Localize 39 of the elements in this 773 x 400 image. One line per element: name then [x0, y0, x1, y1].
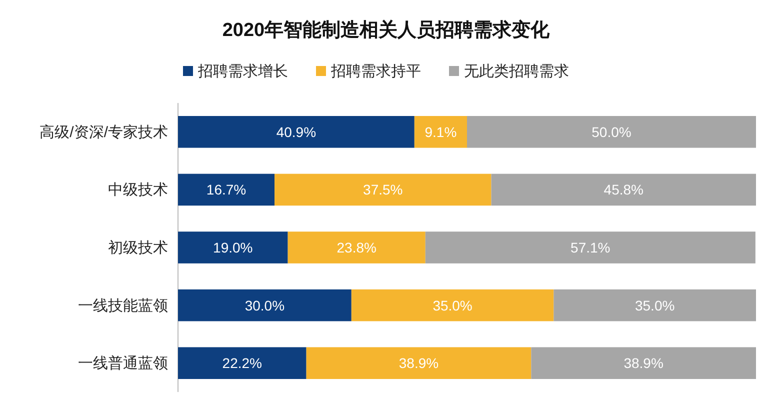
bar [425, 232, 756, 264]
bar [288, 232, 426, 264]
bar [178, 347, 306, 379]
bar [531, 347, 756, 379]
chart-title: 2020年智能制造相关人员招聘需求变化 [222, 19, 551, 41]
y-tick-label: 一线技能蓝领 [78, 297, 168, 314]
legend-label: 招聘需求持平 [330, 63, 421, 80]
bar [467, 116, 756, 148]
bar [178, 289, 352, 322]
bar [306, 347, 532, 379]
y-tick-label: 高级/资深/专家技术 [40, 124, 168, 141]
bar [178, 232, 288, 264]
data-label: 23.8% [336, 240, 376, 256]
data-label: 35.0% [432, 297, 472, 314]
data-label: 38.9% [624, 355, 664, 372]
legend-label: 无此类招聘需求 [464, 63, 569, 80]
data-label: 22.2% [222, 355, 262, 372]
data-label: 35.0% [635, 297, 675, 314]
y-tick-label: 中级技术 [108, 182, 168, 199]
data-label: 57.1% [570, 240, 610, 256]
y-tick-label: 初级技术 [108, 240, 168, 256]
data-label: 19.0% [213, 240, 253, 256]
data-label: 9.1% [424, 124, 457, 140]
data-label: 38.9% [398, 355, 439, 372]
bar [351, 289, 554, 322]
bar [178, 174, 275, 206]
bar [554, 289, 756, 322]
data-label: 40.9% [276, 124, 316, 140]
bar [414, 116, 467, 148]
data-label: 30.0% [244, 297, 285, 314]
legend-label: 招聘需求增长 [197, 63, 288, 80]
bar [491, 174, 756, 206]
data-label: 16.7% [206, 182, 246, 198]
data-label: 37.5% [363, 182, 403, 198]
data-label: 50.0% [592, 124, 632, 140]
bar [274, 174, 492, 206]
y-tick-label: 一线普通蓝领 [78, 355, 168, 372]
data-label: 45.8% [604, 182, 644, 198]
bar [178, 116, 414, 148]
